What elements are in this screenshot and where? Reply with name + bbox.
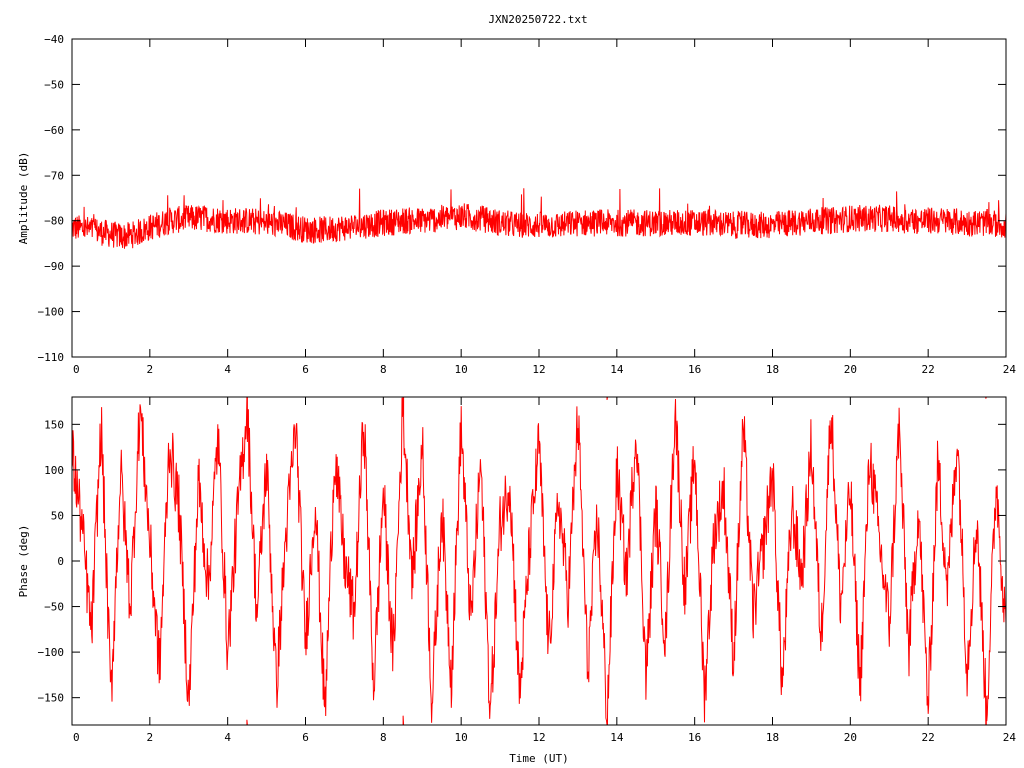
amplitude-panel: −40−50−60−70−80−90−100−110 0 2 4 6 8 10 12 14 16… <box>17 33 1016 376</box>
phase-y-tick-label: 0 <box>57 555 64 568</box>
amplitude-y-tick-label: −90 <box>44 260 64 273</box>
amplitude-x-tick-label: 18 <box>766 363 779 376</box>
amplitude-y-tick-label: −70 <box>44 169 64 182</box>
amplitude-x-tick-label: 6 <box>302 363 309 376</box>
phase-x-tick-label: 20 <box>844 731 857 744</box>
amplitude-series-line <box>72 188 1006 248</box>
phase-y-tick-label: 150 <box>44 418 64 431</box>
phase-x-tick-label: 14 <box>610 731 624 744</box>
amplitude-x-tick-label: 16 <box>688 363 701 376</box>
phase-x-tick-label: 18 <box>766 731 779 744</box>
phase-y-axis-label: Phase (deg) <box>17 525 30 598</box>
phase-series-group <box>72 397 1006 725</box>
amplitude-y-axis-label: Amplitude (dB) <box>17 152 30 245</box>
phase-x-tick-label: 12 <box>532 731 545 744</box>
phase-x-axis: 0 2 4 6 8 10 12 14 16 18 20 22 24 <box>72 397 1016 744</box>
phase-x-tick-label: 10 <box>455 731 468 744</box>
phase-x-tick-label: 22 <box>922 731 935 744</box>
phase-y-tick-label: −50 <box>44 601 64 614</box>
amplitude-y-tick-label: −80 <box>44 215 64 228</box>
amplitude-x-tick-label: 12 <box>532 363 545 376</box>
phase-x-tick-label: 8 <box>380 731 387 744</box>
phase-x-tick-label: 2 <box>147 731 154 744</box>
phase-x-tick-label: 6 <box>302 731 309 744</box>
amplitude-x-tick-label: 0 <box>73 363 80 376</box>
amplitude-x-tick-label: 20 <box>844 363 857 376</box>
amplitude-x-tick-label: 4 <box>224 363 231 376</box>
phase-x-tick-label: 16 <box>688 731 701 744</box>
time-x-axis-label: Time (UT) <box>509 752 569 765</box>
chart-title: JXN20250722.txt <box>488 13 587 26</box>
phase-y-tick-label: −100 <box>38 646 65 659</box>
phase-x-tick-label: 0 <box>73 731 80 744</box>
amplitude-plot-frame <box>72 39 1006 357</box>
phase-y-tick-label: −150 <box>38 692 65 705</box>
amplitude-y-tick-label: −40 <box>44 33 64 46</box>
amplitude-x-tick-label: 14 <box>610 363 624 376</box>
amplitude-y-tick-label: −60 <box>44 124 64 137</box>
amplitude-x-axis: 0 2 4 6 8 10 12 14 16 18 20 22 24 <box>72 39 1016 376</box>
amplitude-x-tick-label: 24 <box>1003 363 1017 376</box>
amplitude-y-tick-label: −100 <box>38 306 65 319</box>
phase-y-tick-label: 100 <box>44 464 64 477</box>
amplitude-x-tick-label: 2 <box>147 363 154 376</box>
phase-x-tick-label: 4 <box>224 731 231 744</box>
amplitude-series-group <box>72 188 1006 248</box>
amplitude-y-tick-label: −50 <box>44 78 64 91</box>
amplitude-y-tick-label: −110 <box>38 351 65 364</box>
phase-x-tick-label: 24 <box>1003 731 1017 744</box>
amplitude-x-tick-label: 22 <box>922 363 935 376</box>
phase-series-line <box>72 397 1006 725</box>
amplitude-x-tick-label: 8 <box>380 363 387 376</box>
amplitude-x-tick-label: 10 <box>455 363 468 376</box>
phase-y-tick-label: 50 <box>51 509 64 522</box>
